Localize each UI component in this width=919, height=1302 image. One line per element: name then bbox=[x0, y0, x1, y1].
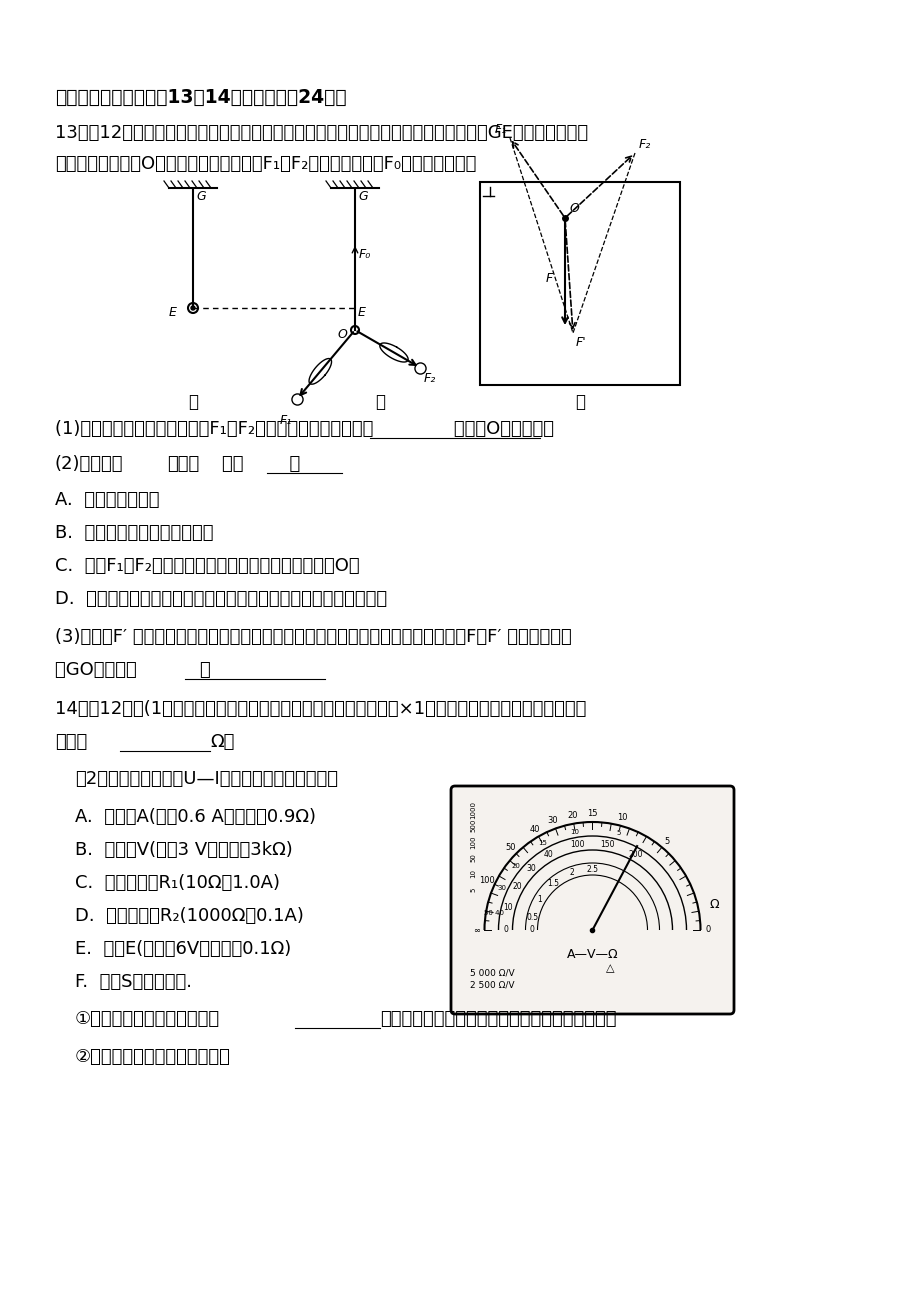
Text: 10: 10 bbox=[503, 904, 513, 911]
Text: 20: 20 bbox=[566, 811, 577, 820]
Text: ②在虚线框内画出实验电路图；: ②在虚线框内画出实验电路图； bbox=[75, 1048, 231, 1066]
Text: F₂: F₂ bbox=[424, 371, 436, 384]
Text: 20: 20 bbox=[511, 863, 520, 868]
Text: 100: 100 bbox=[470, 836, 475, 849]
Text: 10: 10 bbox=[570, 828, 579, 835]
Text: 2: 2 bbox=[569, 868, 573, 878]
Text: 13、（12分）如图甲所示，在竖直平面内，将小圆环挂在橡皮条的下端，橡皮条长度为GE。用两根弹簧测: 13、（12分）如图甲所示，在竖直平面内，将小圆环挂在橡皮条的下端，橡皮条长度为… bbox=[55, 124, 587, 142]
Text: ∞: ∞ bbox=[472, 926, 480, 935]
FancyBboxPatch shape bbox=[450, 786, 733, 1014]
Text: A—V—Ω: A—V—Ω bbox=[566, 948, 618, 961]
Text: D.  用两根弹簧测力计拉动小圆环时，要保持两弹簧测力计相互垂直: D. 用两根弹簧测力计拉动小圆环时，要保持两弹簧测力计相互垂直 bbox=[55, 590, 387, 608]
Text: 0: 0 bbox=[503, 926, 507, 935]
Bar bbox=[480, 182, 679, 385]
Text: 40: 40 bbox=[543, 850, 553, 859]
Text: 10: 10 bbox=[617, 814, 627, 823]
Text: F₁: F₁ bbox=[279, 414, 292, 427]
Text: 15: 15 bbox=[586, 810, 597, 819]
Text: E: E bbox=[169, 306, 176, 319]
Text: 20: 20 bbox=[512, 881, 521, 891]
Text: 30: 30 bbox=[497, 885, 505, 891]
Text: C.  滑动变阻器R₁(10Ω，1.0A): C. 滑动变阻器R₁(10Ω，1.0A) bbox=[75, 874, 279, 892]
Text: 甲: 甲 bbox=[187, 393, 198, 411]
Text: 100: 100 bbox=[570, 840, 584, 849]
Text: 100: 100 bbox=[479, 876, 494, 885]
Text: 50: 50 bbox=[505, 844, 516, 853]
Text: (3)图丙中F′ 是用一个弹簧测力计拉小圆环时，在白纸上根据实验结果画出的图示。F与F′ 中，方向一定: (3)图丙中F′ 是用一个弹簧测力计拉小圆环时，在白纸上根据实验结果画出的图示。… bbox=[55, 628, 571, 646]
Text: 不必要: 不必要 bbox=[167, 454, 199, 473]
Text: 150: 150 bbox=[600, 840, 614, 849]
Text: 2.5: 2.5 bbox=[586, 865, 598, 874]
Text: Ω；: Ω； bbox=[210, 733, 234, 751]
Text: 30: 30 bbox=[526, 865, 535, 872]
Text: F': F' bbox=[575, 336, 586, 349]
Text: （填写器材序号），以保证实验过程中调节方便；: （填写器材序号），以保证实验过程中调节方便； bbox=[380, 1010, 616, 1029]
Text: 30: 30 bbox=[547, 816, 558, 825]
Text: C.  撤去F₁、F₂，改用一个力拉住小圆环，仍使它处于O点: C. 撤去F₁、F₂，改用一个力拉住小圆环，仍使它处于O点 bbox=[55, 557, 359, 575]
Text: A.  选用轻质小圆环: A. 选用轻质小圆环 bbox=[55, 491, 159, 509]
Text: 5 000 Ω/V: 5 000 Ω/V bbox=[470, 969, 514, 978]
Text: 1: 1 bbox=[537, 894, 541, 904]
Text: D.  滑动变阻器R₂(1000Ω，0.1A): D. 滑动变阻器R₂(1000Ω，0.1A) bbox=[75, 907, 303, 924]
Text: O: O bbox=[570, 202, 579, 215]
Text: E.  电源E(电动势6V，内阻约0.1Ω): E. 电源E(电动势6V，内阻约0.1Ω) bbox=[75, 940, 291, 958]
Text: △: △ bbox=[606, 963, 614, 973]
Text: 40: 40 bbox=[528, 825, 539, 835]
Text: 丙: 丙 bbox=[574, 393, 584, 411]
Text: 500: 500 bbox=[470, 819, 475, 832]
Text: 5: 5 bbox=[616, 831, 620, 836]
Text: 2 500 Ω/V: 2 500 Ω/V bbox=[470, 980, 514, 990]
Text: F₁: F₁ bbox=[494, 122, 506, 135]
Text: 电阻为: 电阻为 bbox=[55, 733, 87, 751]
Text: （2）为描绘该元件的U—I图线，提供了如下器材：: （2）为描绘该元件的U—I图线，提供了如下器材： bbox=[75, 769, 337, 788]
Text: F₂: F₂ bbox=[639, 138, 651, 151]
Text: 5: 5 bbox=[664, 837, 669, 845]
Text: O: O bbox=[336, 328, 346, 341]
Text: 0: 0 bbox=[528, 926, 533, 935]
Text: E: E bbox=[357, 306, 366, 319]
Text: 1.5: 1.5 bbox=[547, 879, 559, 888]
Text: A.  电流表A(量程0.6 A，内阻约0.9Ω): A. 电流表A(量程0.6 A，内阻约0.9Ω) bbox=[75, 809, 315, 825]
Text: G: G bbox=[357, 190, 368, 203]
Text: G: G bbox=[196, 190, 206, 203]
Text: 200: 200 bbox=[628, 850, 642, 859]
Text: 5: 5 bbox=[470, 888, 475, 892]
Text: 50: 50 bbox=[470, 854, 475, 862]
Text: ①实验中滑动变阻器应该选择: ①实验中滑动变阻器应该选择 bbox=[75, 1010, 220, 1029]
Text: 三、实验题：本大题分13、14两小题，共计24分。: 三、实验题：本大题分13、14两小题，共计24分。 bbox=[55, 89, 346, 107]
Text: 15: 15 bbox=[538, 840, 546, 846]
Circle shape bbox=[191, 306, 195, 310]
Text: (2)实验中，: (2)实验中， bbox=[55, 454, 123, 473]
Text: B.  弹簧测力计在使用前应校零: B. 弹簧测力计在使用前应校零 bbox=[55, 523, 213, 542]
Text: 力计拉动小圆环到O点，小圆环受到作用力F₁、F₂和橡皮条的拉力F₀，如图乙所示。: 力计拉动小圆环到O点，小圆环受到作用力F₁、F₂和橡皮条的拉力F₀，如图乙所示。 bbox=[55, 155, 476, 173]
Text: 沿GO方向的是           。: 沿GO方向的是 。 bbox=[55, 661, 210, 680]
Text: 0.5: 0.5 bbox=[527, 913, 539, 922]
Text: (1)如图乙，此时要记录下拉力F₁、F₂的大小，并在白纸上作出              ，以及O点的位置；: (1)如图乙，此时要记录下拉力F₁、F₂的大小，并在白纸上作出 ，以及O点的位置… bbox=[55, 421, 553, 437]
Text: 1000: 1000 bbox=[470, 801, 475, 819]
Text: 乙: 乙 bbox=[375, 393, 384, 411]
Text: 14、（12分）(1）用多用电表欧姆档粗略测量某元件的电阻，选用×1档，测量结果如图所示，则测得的: 14、（12分）(1）用多用电表欧姆档粗略测量某元件的电阻，选用×1档，测量结果… bbox=[55, 700, 585, 717]
Text: F: F bbox=[545, 272, 552, 285]
Text: 10: 10 bbox=[470, 870, 475, 879]
Text: 的是        ；: 的是 ； bbox=[221, 454, 300, 473]
Text: F₀: F₀ bbox=[358, 247, 371, 260]
Text: Ω: Ω bbox=[709, 898, 718, 911]
Text: F.  开关S及导线若干.: F. 开关S及导线若干. bbox=[75, 973, 192, 991]
Text: B.  电压表V(量程3 V，内阻约3kΩ): B. 电压表V(量程3 V，内阻约3kΩ) bbox=[75, 841, 292, 859]
Text: 0: 0 bbox=[705, 926, 710, 935]
Text: 50 40: 50 40 bbox=[483, 910, 504, 915]
